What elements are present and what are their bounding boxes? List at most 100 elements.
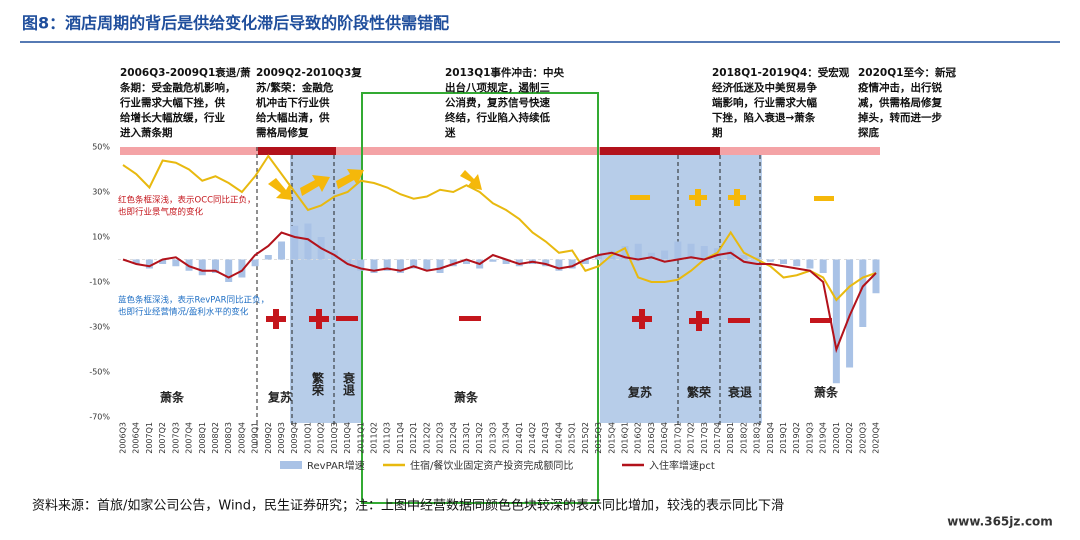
x-tick-label: 2020Q3	[858, 422, 867, 454]
x-tick-label: 2010Q2	[317, 422, 326, 454]
annotation: 迷	[444, 126, 456, 139]
bar	[647, 252, 655, 260]
x-tick-label: 2018Q3	[753, 422, 762, 454]
x-tick-label: 2009Q4	[290, 422, 299, 454]
bar	[462, 259, 470, 264]
top-band	[720, 147, 880, 155]
bar	[595, 255, 603, 260]
bar	[819, 259, 827, 273]
watermark: www.365jz.com	[947, 515, 1053, 529]
top-band	[600, 147, 720, 155]
annotation: 探底	[858, 126, 879, 139]
x-tick-label: 2014Q4	[554, 422, 563, 454]
shade	[290, 155, 362, 423]
bar	[278, 241, 286, 260]
bar	[159, 259, 167, 264]
bar	[357, 259, 365, 271]
bar	[793, 259, 801, 267]
annotation: 端影响，行业需求大幅	[712, 96, 817, 109]
bar	[410, 259, 418, 269]
annotation: 掉头，转而进一步	[858, 111, 942, 124]
bar	[753, 257, 761, 260]
bar	[396, 259, 404, 273]
x-tick-label: 2012Q1	[409, 422, 418, 454]
x-tick-label: 2013Q2	[475, 422, 484, 454]
x-tick-label: 2016Q4	[660, 422, 669, 454]
x-tick-label: 2012Q2	[422, 422, 431, 454]
y-tick-label: -50%	[89, 368, 110, 377]
annotation: 2020Q1至今：新冠	[858, 66, 956, 79]
region-label: 萧条	[160, 390, 185, 405]
x-tick-label: 2008Q4	[237, 422, 246, 454]
bar	[674, 241, 682, 260]
bar	[145, 259, 153, 269]
legend-label: 入住率增速pct	[649, 459, 715, 472]
line	[122, 154, 877, 302]
x-tick-label: 2008Q2	[211, 422, 220, 454]
x-tick-label: 2007Q2	[158, 422, 167, 454]
bar	[806, 259, 814, 269]
bar	[251, 259, 259, 267]
bar	[713, 248, 721, 260]
x-tick-label: 2017Q4	[713, 422, 722, 454]
annotation: 需格局修复	[256, 126, 309, 139]
x-tick-label: 2009Q3	[277, 422, 286, 454]
annotation: 苏/繁荣：金融危	[256, 81, 334, 94]
annotation: 2013Q1事件冲击：中央	[445, 66, 564, 79]
bar	[515, 259, 523, 267]
x-tick-label: 2009Q1	[251, 422, 260, 454]
annotation: 2018Q1-2019Q4：受宏观	[712, 66, 850, 79]
x-tick-label: 2017Q2	[687, 422, 696, 454]
x-tick-label: 2010Q3	[330, 422, 339, 454]
region-label: 复苏	[627, 385, 652, 400]
bar	[132, 259, 140, 264]
bar	[264, 255, 272, 260]
region-label: 繁荣	[687, 385, 712, 400]
x-tick-label: 2012Q4	[449, 422, 458, 454]
bar	[568, 259, 576, 269]
y-tick-label: -70%	[89, 413, 110, 422]
bar	[489, 259, 497, 262]
x-tick-label: 2013Q4	[502, 422, 511, 454]
x-tick-label: 2013Q3	[488, 422, 497, 454]
x-tick-label: 2016Q3	[647, 422, 656, 454]
annotation: 减，供需格局修复	[858, 96, 942, 109]
line	[122, 231, 877, 354]
bar	[634, 243, 642, 260]
x-tick-label: 2019Q3	[805, 422, 814, 454]
bar	[423, 259, 431, 271]
x-tick-label: 2008Q1	[198, 422, 207, 454]
x-tick-label: 2019Q2	[792, 422, 801, 454]
region-label: 萧条	[814, 385, 839, 400]
annotation: 终结，行业陷入持续低	[445, 111, 550, 124]
bar	[740, 255, 748, 260]
annotation: 2006Q3-2009Q1衰退/萧	[120, 66, 251, 79]
bar	[661, 250, 669, 260]
x-tick-label: 2020Q1	[832, 422, 841, 454]
x-tick-label: 2014Q2	[528, 422, 537, 454]
x-tick-label: 2015Q4	[607, 422, 616, 454]
y-tick-label: 50%	[92, 143, 110, 152]
x-tick-label: 2016Q2	[634, 422, 643, 454]
legend-label: 住宿/餐饮业固定资产投资完成额同比	[410, 459, 573, 472]
region-label: 衰退	[727, 385, 752, 400]
note: 也即行业经营情况/盈利水平的变化	[118, 307, 249, 318]
x-tick-label: 2016Q1	[621, 422, 630, 454]
bar	[542, 259, 550, 267]
x-tick-label: 2006Q4	[132, 422, 141, 454]
legend-label: RevPAR增速	[307, 459, 365, 472]
annotation: 机冲击下行业供	[256, 96, 330, 109]
bar	[449, 259, 457, 267]
x-tick-label: 2017Q1	[673, 422, 682, 454]
x-tick-label: 2007Q4	[185, 422, 194, 454]
signs	[266, 189, 834, 331]
x-tick-label: 2014Q1	[515, 422, 524, 454]
x-tick-label: 2020Q2	[845, 422, 854, 454]
top-band	[336, 147, 600, 155]
source: 资料来源：首旅/如家公司公告，Wind，民生证券研究；注：上图中经营数据同颜色色…	[32, 498, 784, 514]
bar	[621, 246, 629, 260]
bar	[211, 259, 219, 273]
bar	[172, 259, 180, 267]
x-tick-label: 2015Q2	[581, 422, 590, 454]
